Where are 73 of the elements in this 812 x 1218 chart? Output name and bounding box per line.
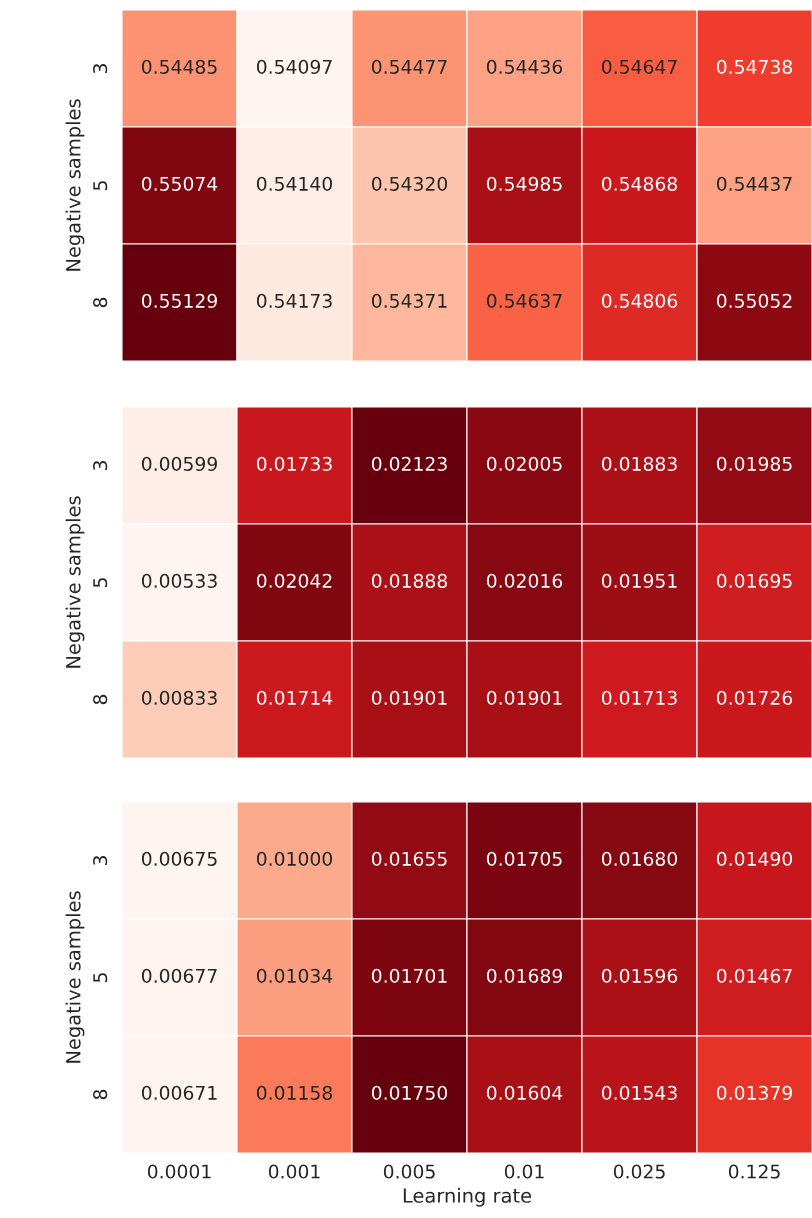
data-label: 0.00599 xyxy=(141,456,217,471)
data-label: 0.00833 xyxy=(141,690,217,705)
data-label: 0.54173 xyxy=(256,293,332,308)
data-label: 0.01901 xyxy=(486,690,562,705)
data-label: 0.01604 xyxy=(486,1085,563,1100)
data-label: 0.01985 xyxy=(716,456,792,471)
data-label: 0.01733 xyxy=(256,456,332,471)
data-label: 0.55129 xyxy=(141,293,217,308)
data-label: 0.01467 xyxy=(716,968,792,983)
data-label: 0.54485 xyxy=(141,59,217,74)
y-tick-label: 8 xyxy=(93,694,108,705)
data-label: 0.00671 xyxy=(141,1085,217,1100)
y-tick-label: 3 xyxy=(93,64,108,74)
data-label: 0.54437 xyxy=(716,176,792,191)
data-label: 0.01901 xyxy=(371,690,447,705)
x-tick-label: 0.025 xyxy=(613,1164,665,1179)
data-label: 0.54637 xyxy=(486,293,562,308)
data-label: 0.01713 xyxy=(601,690,677,705)
data-label: 0.01543 xyxy=(601,1085,677,1100)
data-label: 0.01726 xyxy=(716,690,793,705)
x-tick-label: 0.125 xyxy=(728,1164,780,1179)
x-tick-label: 0.005 xyxy=(383,1164,435,1179)
y-tick-label: 5 xyxy=(93,973,108,983)
x-tick-label: 0.0001 xyxy=(147,1164,211,1179)
data-label: 0.01490 xyxy=(716,851,793,866)
data-label: 0.54140 xyxy=(256,176,333,191)
y-tick-label: 3 xyxy=(93,461,108,471)
data-label: 0.00533 xyxy=(141,573,217,588)
data-label: 0.54985 xyxy=(486,176,562,191)
y-tick-label: 8 xyxy=(93,1089,108,1100)
data-label: 0.55052 xyxy=(716,293,792,308)
data-label: 0.01750 xyxy=(371,1085,448,1100)
data-label: 0.01596 xyxy=(601,968,678,983)
data-label: 0.01655 xyxy=(371,851,447,866)
data-label: 0.02123 xyxy=(371,456,447,471)
data-label: 0.54868 xyxy=(601,176,677,191)
data-label: 0.01705 xyxy=(486,851,562,866)
data-label: 0.01000 xyxy=(256,851,333,866)
y-axis-title: Negative samples xyxy=(65,99,85,271)
data-label: 0.01714 xyxy=(256,690,333,705)
x-tick-label: 0.001 xyxy=(268,1164,320,1179)
x-tick-label: 0.01 xyxy=(504,1164,544,1179)
data-label: 0.00675 xyxy=(141,851,217,866)
data-label: 0.01680 xyxy=(601,851,678,866)
data-label: 0.01888 xyxy=(371,573,447,588)
data-label: 0.55074 xyxy=(141,176,218,191)
data-label: 0.00677 xyxy=(141,968,217,983)
data-label: 0.54477 xyxy=(371,59,447,74)
data-label: 0.02042 xyxy=(256,573,332,588)
data-label: 0.54371 xyxy=(371,293,447,308)
data-label: 0.54738 xyxy=(716,59,792,74)
data-label: 0.01701 xyxy=(371,968,447,983)
data-label: 0.01034 xyxy=(256,968,333,983)
y-tick-label: 5 xyxy=(93,578,108,588)
data-label: 0.54647 xyxy=(601,59,677,74)
data-label: 0.01695 xyxy=(716,573,792,588)
data-label: 0.01883 xyxy=(601,456,677,471)
y-axis-title: Negative samples xyxy=(65,891,85,1063)
data-label: 0.01951 xyxy=(601,573,677,588)
y-tick-label: 5 xyxy=(93,181,108,191)
data-label: 0.02016 xyxy=(486,573,563,588)
x-axis-title: Learning rate xyxy=(403,1187,532,1207)
data-label: 0.02005 xyxy=(486,456,562,471)
y-tick-label: 3 xyxy=(93,856,108,866)
data-label: 0.01379 xyxy=(716,1085,792,1100)
data-label: 0.54806 xyxy=(601,293,678,308)
data-label: 0.54097 xyxy=(256,59,332,74)
data-label: 0.01689 xyxy=(486,968,562,983)
y-tick-label: 8 xyxy=(93,297,108,308)
data-label: 0.54320 xyxy=(371,176,448,191)
y-axis-title: Negative samples xyxy=(65,496,85,668)
data-label: 0.54436 xyxy=(486,59,563,74)
data-label: 0.01158 xyxy=(256,1085,332,1100)
